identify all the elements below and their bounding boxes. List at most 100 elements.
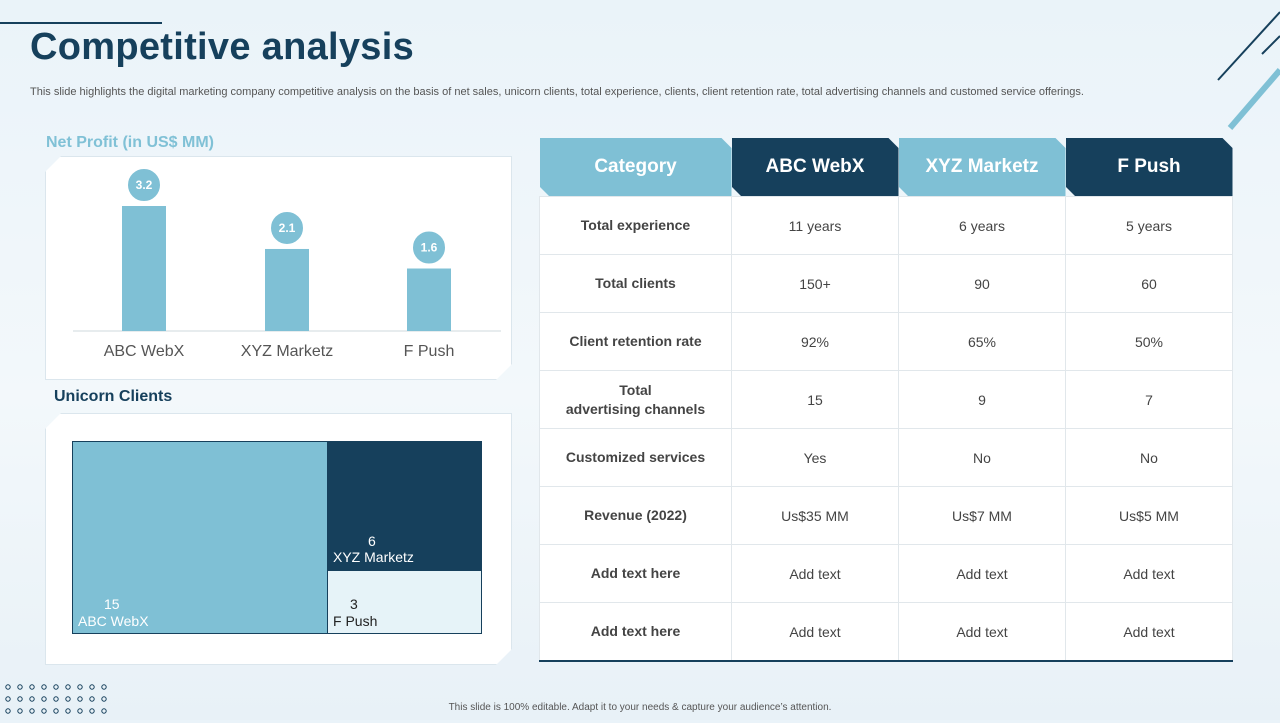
decor-dot — [41, 684, 47, 690]
table-row: Total clients 150+ 90 60 — [539, 254, 1233, 313]
treemap-value: 3 — [350, 596, 358, 612]
data-label-badge — [270, 211, 304, 245]
cell-xyz-marketz: 65% — [898, 312, 1066, 371]
decor-dot — [29, 684, 35, 690]
decor-dot — [5, 684, 11, 690]
cell-abc-webx: 11 years — [731, 196, 899, 255]
row-category: Add text here — [539, 544, 732, 603]
decor-dot — [41, 708, 47, 714]
x-tick-label: F Push — [404, 343, 455, 360]
cell-f-push: 60 — [1065, 254, 1233, 313]
net-profit-bar-chart: 3.2 ABC WebX 2.1 XYZ Marketz 1.6 F Push — [46, 157, 511, 379]
cell-xyz-marketz: Add text — [898, 602, 1066, 662]
decor-dot — [17, 684, 23, 690]
decor-dot — [65, 684, 71, 690]
treemap-label: ABC WebX — [78, 613, 149, 629]
cell-f-push: 5 years — [1065, 196, 1233, 255]
net-profit-card: 3.2 ABC WebX 2.1 XYZ Marketz 1.6 F Push — [45, 156, 512, 380]
treemap-value: 6 — [368, 533, 376, 549]
cell-abc-webx: 92% — [731, 312, 899, 371]
cell-abc-webx: Add text — [731, 602, 899, 662]
bar — [407, 269, 451, 332]
treemap-label: F Push — [333, 613, 378, 629]
corner-decoration — [1217, 11, 1280, 130]
cell-f-push: Add text — [1065, 602, 1233, 662]
decor-dot — [5, 708, 11, 714]
cell-abc-webx: Add text — [731, 544, 899, 603]
decor-dot — [53, 684, 59, 690]
cell-f-push: Add text — [1065, 544, 1233, 603]
treemap-cell-abc-webx: 15 ABC WebX — [72, 441, 328, 634]
cell-xyz-marketz: Add text — [898, 544, 1066, 603]
row-category: Add text here — [539, 602, 732, 662]
table-row: Revenue (2022) Us$35 MM Us$7 MM Us$5 MM — [539, 486, 1233, 545]
row-category: Total clients — [539, 254, 732, 313]
decor-dot — [53, 708, 59, 714]
top-accent-line — [0, 22, 162, 24]
cell-xyz-marketz: 90 — [898, 254, 1066, 313]
cell-abc-webx: 15 — [731, 370, 899, 429]
cell-f-push: 50% — [1065, 312, 1233, 371]
decor-dot — [101, 684, 107, 690]
decor-dot — [101, 696, 107, 702]
row-category: Customized services — [539, 428, 732, 487]
decor-dot — [41, 696, 47, 702]
decor-dot — [77, 684, 83, 690]
treemap-cell-f-push: 3 F Push — [327, 570, 482, 634]
decor-dot — [5, 696, 11, 702]
footer-note: This slide is 100% editable. Adapt it to… — [448, 702, 832, 713]
decor-dot — [89, 684, 95, 690]
data-label: 2.1 — [279, 221, 296, 235]
unicorn-clients-treemap: 15 ABC WebX 6 XYZ Marketz 3 F Push — [72, 441, 482, 634]
cell-abc-webx: 150+ — [731, 254, 899, 313]
dot-pattern-decoration — [5, 684, 107, 714]
table-row: Total advertising channels 15 9 7 — [539, 370, 1233, 429]
decor-dot — [17, 696, 23, 702]
page-title: Competitive analysis — [30, 26, 415, 68]
row-category: Revenue (2022) — [539, 486, 732, 545]
treemap-value: 15 — [104, 596, 120, 612]
data-label-badge — [412, 231, 446, 265]
table-row: Add text here Add text Add text Add text — [539, 544, 1233, 603]
x-tick-label: XYZ Marketz — [241, 343, 333, 360]
decor-dot — [29, 708, 35, 714]
treemap-label: XYZ Marketz — [333, 549, 414, 565]
decor-dot — [29, 696, 35, 702]
decor-dot — [65, 696, 71, 702]
cell-xyz-marketz: 9 — [898, 370, 1066, 429]
decor-dot — [65, 708, 71, 714]
net-profit-title: Net Profit (in US$ MM) — [46, 134, 214, 151]
treemap-cell-xyz-marketz: 6 XYZ Marketz — [327, 441, 482, 571]
row-category: Client retention rate — [539, 312, 732, 371]
row-category-line: advertising channels — [565, 400, 706, 417]
decor-dot — [77, 696, 83, 702]
row-category: Total experience — [539, 196, 732, 255]
table-row: Add text here Add text Add text Add text — [539, 602, 1233, 662]
table-row: Client retention rate 92% 65% 50% — [539, 312, 1233, 371]
table-header-xyz-marketz: XYZ Marketz — [899, 138, 1066, 197]
cell-f-push: Us$5 MM — [1065, 486, 1233, 545]
row-category-line: Total — [619, 381, 652, 398]
data-label: 3.2 — [136, 178, 153, 192]
page-subtitle: This slide highlights the digital market… — [30, 86, 1084, 98]
cell-xyz-marketz: 6 years — [898, 196, 1066, 255]
decor-dot — [89, 696, 95, 702]
cell-abc-webx: Yes — [731, 428, 899, 487]
cell-xyz-marketz: Us$7 MM — [898, 486, 1066, 545]
table-row: Customized services Yes No No — [539, 428, 1233, 487]
table-row: Total experience 11 years 6 years 5 year… — [539, 196, 1233, 255]
row-category: Total advertising channels — [539, 370, 732, 429]
table-header-f-push: F Push — [1066, 138, 1233, 197]
unicorn-clients-title: Unicorn Clients — [54, 388, 173, 405]
x-tick-label: ABC WebX — [104, 343, 185, 360]
decor-dot — [53, 696, 59, 702]
competitive-analysis-table: Category ABC WebX XYZ Marketz F Push Tot… — [539, 138, 1233, 662]
cell-f-push: 7 — [1065, 370, 1233, 429]
data-label: 1.6 — [421, 241, 438, 255]
table-header-category: Category — [540, 138, 732, 197]
decor-dot — [89, 708, 95, 714]
bar — [122, 206, 166, 331]
cell-f-push: No — [1065, 428, 1233, 487]
decor-dot — [101, 708, 107, 714]
cell-xyz-marketz: No — [898, 428, 1066, 487]
